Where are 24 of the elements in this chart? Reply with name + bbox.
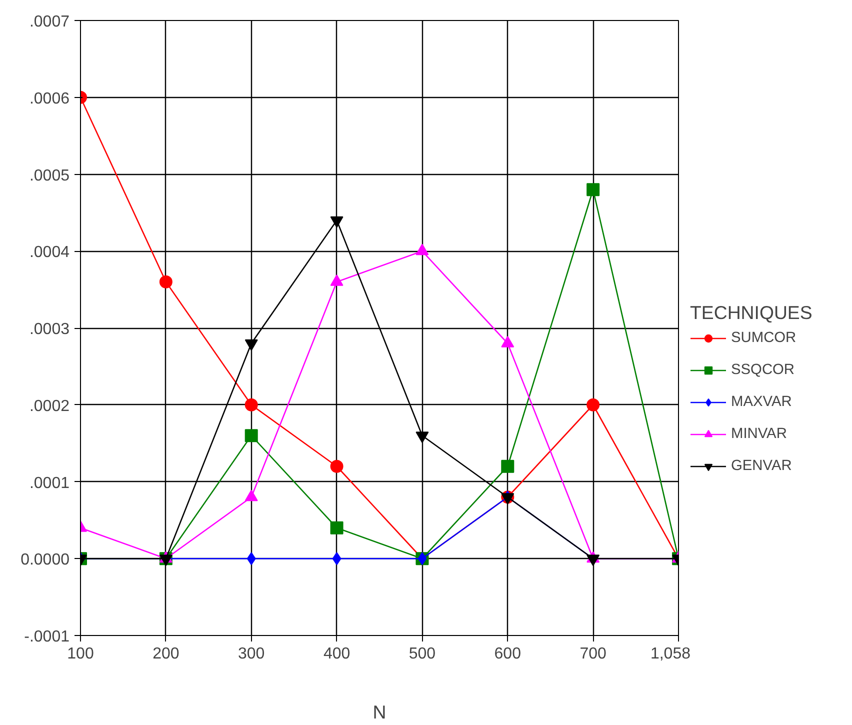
- legend-label: MINVAR: [731, 426, 787, 442]
- y-tick-label: .0003: [29, 321, 70, 338]
- x-tick-label: 500: [408, 646, 436, 662]
- y-tick-label: .0005: [29, 167, 70, 184]
- x-tick-label: 400: [323, 646, 350, 662]
- y-tick-label: .0002: [29, 398, 70, 415]
- x-tick-label: 700: [580, 646, 607, 662]
- legend-title: TECHNIQUES: [690, 302, 812, 324]
- y-tick-label: .0004: [29, 244, 70, 262]
- x-tick-label: 300: [238, 646, 265, 662]
- y-tick-label: .0001: [29, 474, 70, 492]
- x-axis-title: N: [372, 702, 386, 722]
- legend-label: SUMCOR: [731, 330, 796, 346]
- legend-label: SSQCOR: [731, 362, 795, 378]
- y-tick-label: .0006: [29, 90, 70, 108]
- legend-label: MAXVAR: [731, 394, 792, 410]
- x-tick-label: 100: [67, 646, 94, 662]
- y-tick-label: -.0001: [24, 628, 70, 646]
- x-tick-label: 1,058: [650, 646, 691, 662]
- x-tick-label: 200: [152, 646, 180, 662]
- legend-label: GENVAR: [731, 458, 792, 474]
- y-tick-label: .0007: [29, 14, 70, 30]
- x-tick-label: 600: [494, 646, 522, 662]
- y-tick-label: 0.0000: [20, 552, 70, 569]
